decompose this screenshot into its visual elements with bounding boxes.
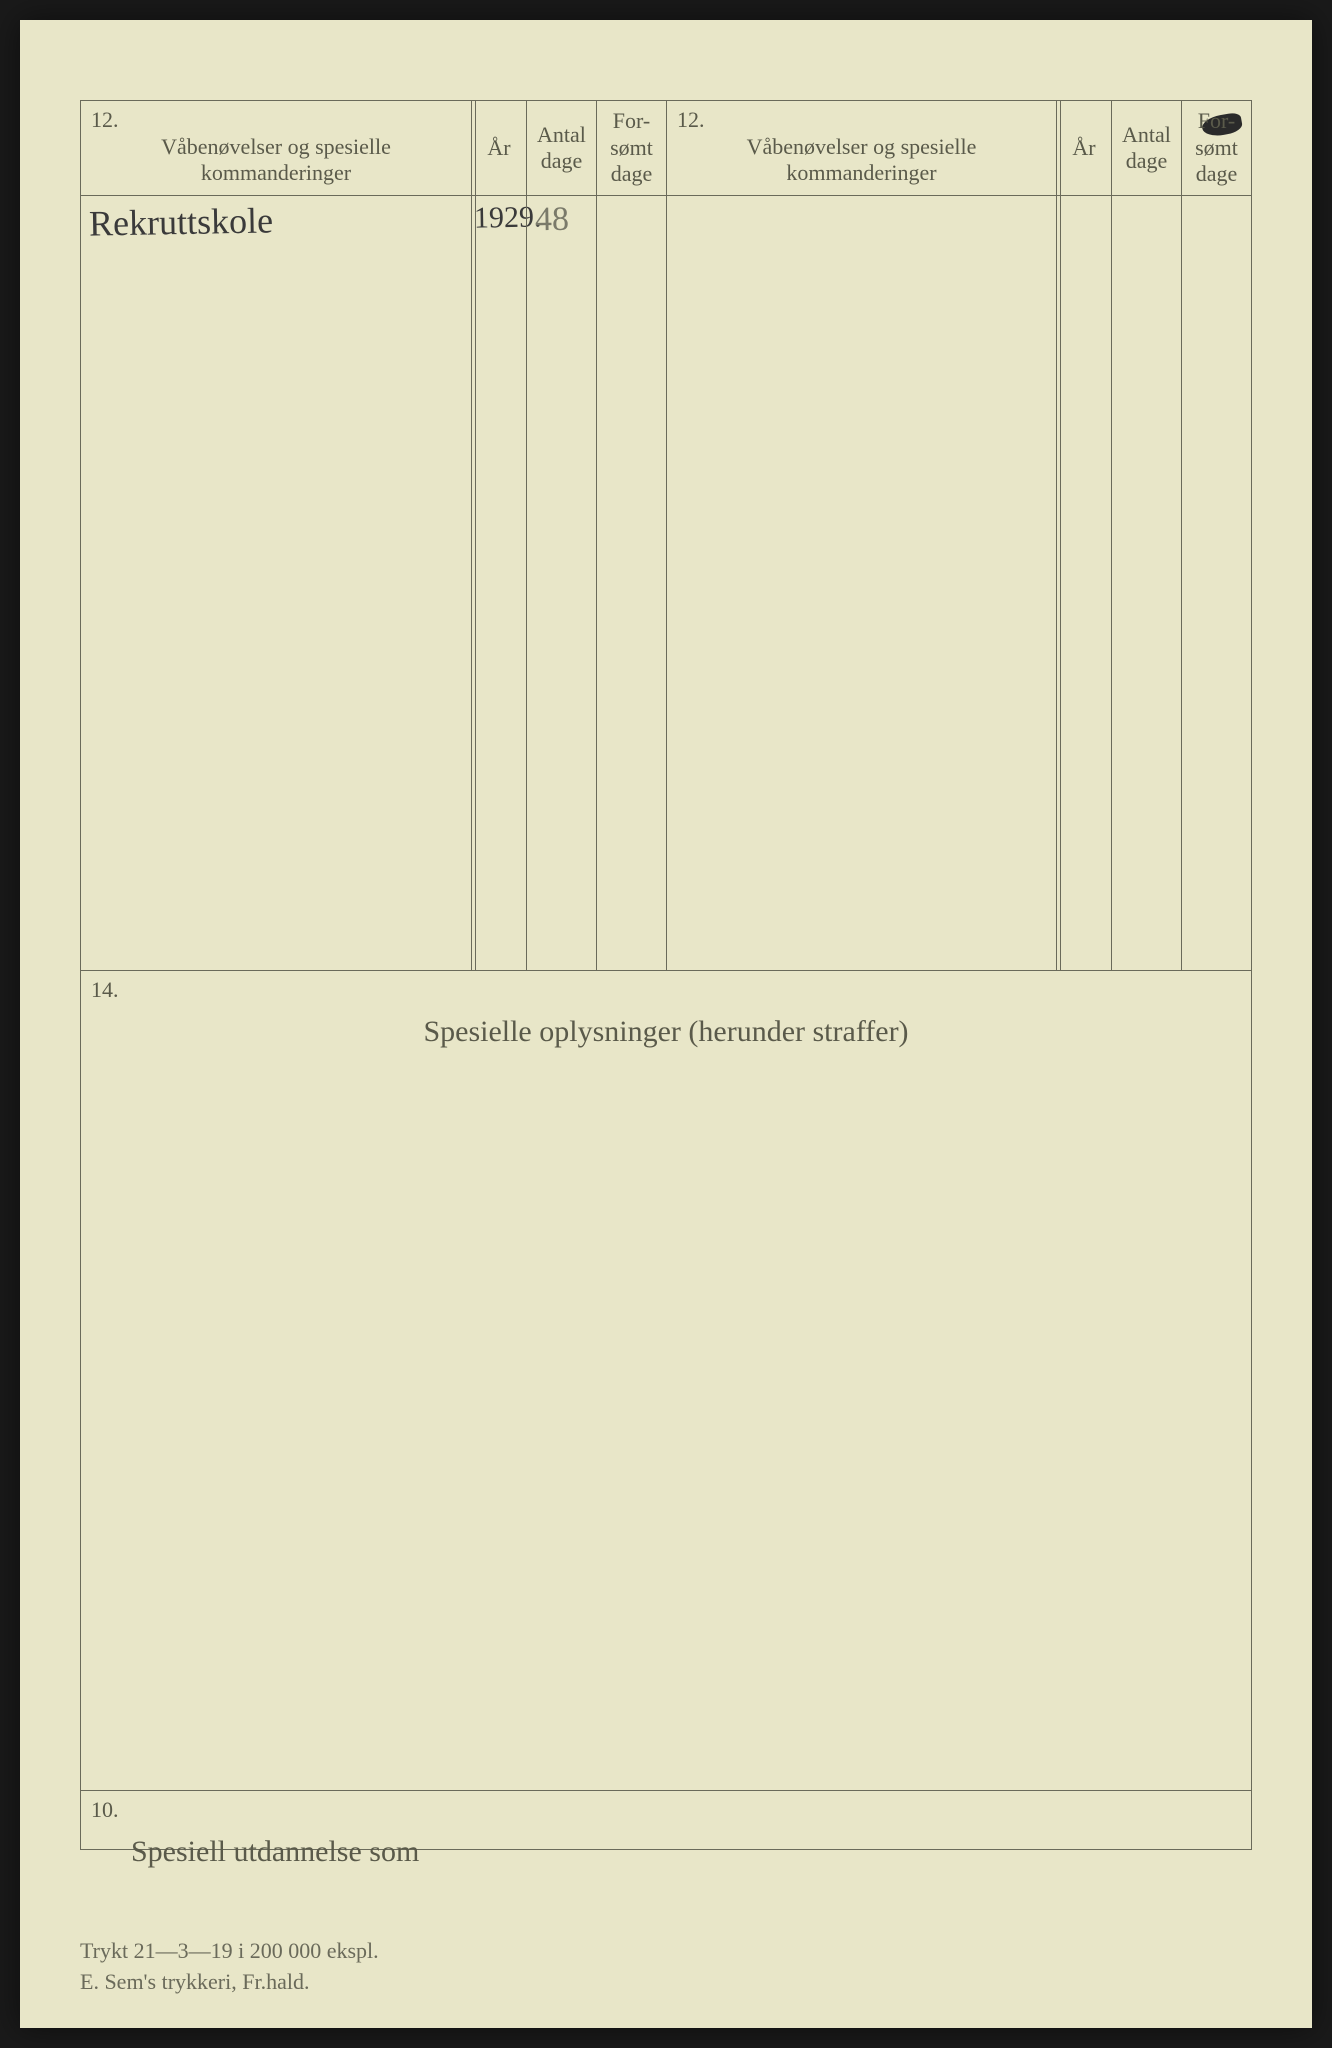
section-10-title: Spesiell utdannelse som (81, 1835, 1251, 1869)
header-missed-right: For-sømt dage (1188, 108, 1245, 187)
section-12: 12. Våbenøvelser og spesielle kommanderi… (81, 101, 1251, 971)
footer-line-2: E. Sem's trykkeri, Fr.hald. (80, 1967, 379, 1998)
section-12-right: 12. Våbenøvelser og spesielle kommanderi… (666, 101, 1251, 970)
col-days-left: Antal dage 48 (526, 101, 596, 970)
header-exercises-right: Våbenøvelser og spesielle kommanderinger (673, 134, 1050, 187)
col-days-right: Antal dage (1111, 101, 1181, 970)
section-14-title: Spesielle oplysninger (herunder straffer… (81, 1015, 1251, 1049)
section-14-number: 14. (91, 977, 119, 1003)
document-page: 12. Våbenøvelser og spesielle kommanderi… (20, 20, 1312, 2028)
header-exercises-left: Våbenøvelser og spesielle kommanderinger (87, 134, 465, 187)
section-10-number: 10. (91, 1797, 119, 1823)
col-exercises-right: 12. Våbenøvelser og spesielle kommanderi… (667, 101, 1056, 970)
section-14: 14. Spesielle oplysninger (herunder stra… (81, 971, 1251, 1791)
col-missed-left: For-sømt dage (596, 101, 666, 970)
header-year-left: År (478, 135, 520, 161)
col-missed-right: For-sømt dage (1181, 101, 1251, 970)
col-year-left: År 1929. (471, 101, 526, 970)
header-year-right: År (1063, 135, 1105, 161)
footer-line-1: Trykt 21—3—19 i 200 000 ekspl. (80, 1936, 379, 1967)
col-year-right: År (1056, 101, 1111, 970)
header-days-right: Antal dage (1118, 122, 1175, 175)
header-missed-left: For-sømt dage (603, 108, 660, 187)
entry-days: 48 (535, 201, 570, 240)
section-12-left: 12. Våbenøvelser og spesielle kommanderi… (81, 101, 666, 970)
section-10: 10. Spesiell utdannelse som (81, 1791, 1251, 1869)
col-exercises-left: 12. Våbenøvelser og spesielle kommanderi… (81, 101, 471, 970)
entry-text: Rekruttskole (89, 199, 274, 244)
form-container: 12. Våbenøvelser og spesielle kommanderi… (80, 100, 1252, 1850)
footer: Trykt 21—3—19 i 200 000 ekspl. E. Sem's … (80, 1936, 379, 1998)
header-days-left: Antal dage (533, 122, 590, 175)
